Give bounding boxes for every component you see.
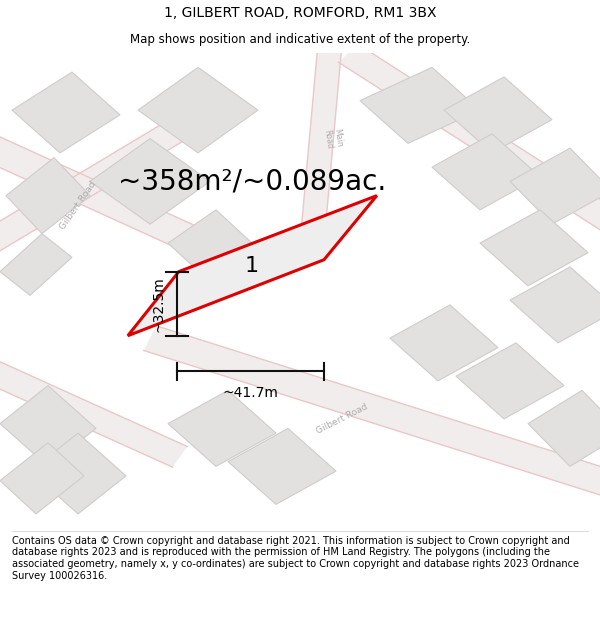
Polygon shape [30,433,126,514]
Polygon shape [6,158,90,234]
Polygon shape [456,343,564,419]
Polygon shape [228,428,336,504]
Text: Gilbert Road: Gilbert Road [315,402,369,436]
Polygon shape [0,442,84,514]
Text: 1, GILBERT ROAD, ROMFORD, RM1 3BX: 1, GILBERT ROAD, ROMFORD, RM1 3BX [164,6,436,20]
Polygon shape [338,44,600,243]
Polygon shape [144,326,600,502]
Polygon shape [0,101,219,252]
Text: ~41.7m: ~41.7m [223,386,278,400]
Text: 1: 1 [245,256,259,276]
Text: Map shows position and indicative extent of the property.: Map shows position and indicative extent… [130,33,470,46]
Polygon shape [168,210,252,276]
Polygon shape [0,386,96,466]
Polygon shape [0,352,187,467]
Text: Main
Road: Main Road [322,127,344,149]
Text: Gilbert Road: Gilbert Road [58,179,98,231]
Polygon shape [12,72,120,153]
Text: ~32.5m: ~32.5m [152,276,166,331]
Polygon shape [432,134,540,210]
Polygon shape [90,139,210,224]
Polygon shape [0,127,260,278]
Text: Contains OS data © Crown copyright and database right 2021. This information is : Contains OS data © Crown copyright and d… [12,536,579,581]
Polygon shape [300,43,342,244]
Polygon shape [0,234,72,296]
Polygon shape [528,391,600,466]
Text: ~358m²/~0.089ac.: ~358m²/~0.089ac. [118,168,386,196]
Polygon shape [444,77,552,153]
Polygon shape [390,305,498,381]
Polygon shape [480,210,588,286]
Polygon shape [168,391,276,466]
Polygon shape [138,68,258,153]
Polygon shape [510,267,600,343]
Polygon shape [360,68,480,143]
Polygon shape [128,196,377,336]
Polygon shape [510,148,600,224]
